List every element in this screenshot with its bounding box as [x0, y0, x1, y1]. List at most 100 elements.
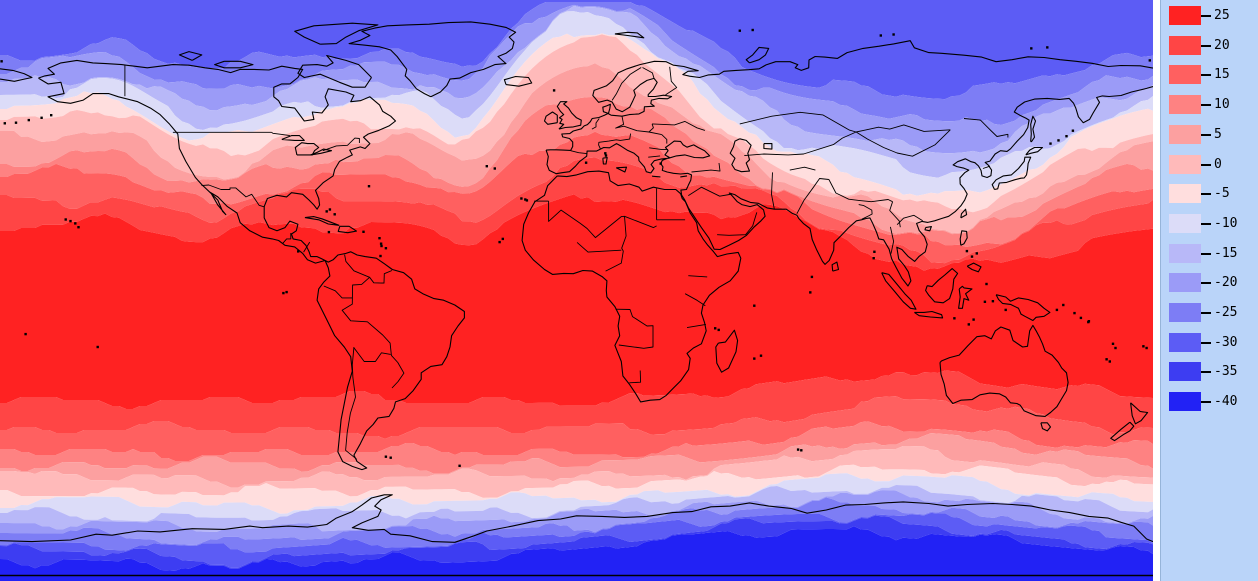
island-dot: [64, 218, 67, 221]
island-dot: [1030, 47, 1033, 50]
island-dot: [1046, 46, 1049, 49]
island-dot: [975, 252, 978, 255]
legend-label: -25: [1214, 305, 1238, 320]
island-dot: [872, 257, 875, 260]
legend-swatch: [1169, 184, 1201, 203]
coastlines-path: [178, 51, 203, 61]
island-dot: [1087, 320, 1090, 324]
country-borders-path: [605, 216, 627, 272]
island-dot: [384, 247, 388, 250]
island-dot: [1065, 135, 1068, 138]
island-dot: [327, 230, 331, 234]
legend-label: 15: [1214, 67, 1230, 82]
island-dot: [659, 162, 662, 165]
island-dot: [378, 237, 381, 240]
legend-entry: 20: [1161, 36, 1258, 56]
temperature-bands: [0, 0, 1153, 581]
legend-label: -35: [1214, 364, 1238, 379]
coastlines: [0, 21, 1153, 543]
island-dot: [69, 219, 72, 223]
island-dot: [74, 222, 77, 225]
country-borders-path: [648, 155, 661, 158]
island-dot: [524, 198, 527, 201]
coastlines-path: [1130, 402, 1149, 425]
island-dot: [810, 275, 814, 279]
country-borders-path: [344, 254, 370, 278]
country-borders-path: [686, 323, 706, 329]
country-borders-path: [665, 66, 678, 96]
island-dot: [717, 328, 720, 332]
coastlines-path: [297, 54, 372, 88]
coastlines-path: [652, 175, 661, 178]
island-dot: [3, 122, 6, 125]
coastlines-path: [615, 166, 628, 173]
country-borders-path: [591, 118, 600, 130]
legend-tick: [1201, 74, 1211, 76]
island-dot: [965, 249, 969, 253]
country-borders-path: [982, 165, 991, 169]
island-dot: [96, 345, 99, 349]
legend-swatch: [1169, 155, 1201, 174]
legend-label: 20: [1214, 38, 1230, 53]
country-borders-path: [576, 242, 622, 253]
legend-swatch: [1169, 333, 1201, 352]
island-dot: [1079, 316, 1083, 320]
temp-band: [0, 0, 1153, 100]
legend-swatch: [1169, 125, 1201, 144]
temp-band: [0, 515, 1153, 571]
legend-tick: [1201, 134, 1211, 136]
coastlines-path: [729, 138, 752, 173]
country-borders-path: [855, 129, 951, 157]
country-borders-path: [856, 124, 951, 133]
coastlines-path: [310, 148, 333, 156]
island-dot: [328, 208, 332, 211]
temp-band: [0, 4, 1153, 154]
island-dot: [873, 250, 876, 253]
island-dot: [384, 455, 388, 458]
coastlines-path: [715, 329, 739, 373]
legend-label: -20: [1214, 275, 1238, 290]
country-borders-path: [688, 186, 733, 197]
island-dot: [879, 34, 882, 37]
coastlines-path: [521, 170, 742, 403]
legend-entry: 15: [1161, 65, 1258, 85]
island-dot: [796, 448, 800, 451]
island-dot: [970, 255, 974, 258]
island-dot: [485, 165, 488, 168]
temp-band: [0, 157, 1153, 271]
legend-tick: [1201, 45, 1211, 47]
coastlines-path: [294, 22, 379, 45]
island-dot: [1142, 345, 1145, 348]
legend-tick: [1201, 15, 1211, 17]
island-dot: [1057, 139, 1060, 142]
legend-label: -30: [1214, 335, 1238, 350]
legend-label: 10: [1214, 97, 1230, 112]
legend-label: -15: [1214, 246, 1238, 261]
country-borders-path: [201, 184, 265, 208]
legend-swatch: [1169, 95, 1201, 114]
legend-swatch: [1169, 65, 1201, 84]
coastlines-path: [556, 101, 582, 130]
coastlines-path: [1025, 146, 1044, 156]
coastlines-path: [0, 68, 33, 82]
coastlines-path: [304, 216, 340, 226]
legend-entry: 25: [1161, 6, 1258, 26]
island-dot: [738, 29, 741, 32]
country-borders-path: [303, 241, 311, 253]
legend-tick: [1201, 193, 1211, 195]
country-borders-path: [629, 370, 642, 384]
island-dot: [1071, 129, 1075, 132]
island-dot: [991, 300, 995, 303]
island-dot: [714, 327, 717, 330]
temp-band: [0, 396, 1153, 461]
country-borders-path: [652, 120, 706, 131]
coastlines-path: [680, 175, 688, 178]
legend-tick: [1201, 223, 1211, 225]
coastlines-path: [38, 59, 397, 264]
coastlines-path: [925, 268, 959, 304]
legend-label: 0: [1214, 157, 1222, 172]
legend-swatch: [1169, 392, 1201, 411]
island-dot: [759, 354, 763, 357]
world-temperature-map: [0, 0, 1153, 581]
